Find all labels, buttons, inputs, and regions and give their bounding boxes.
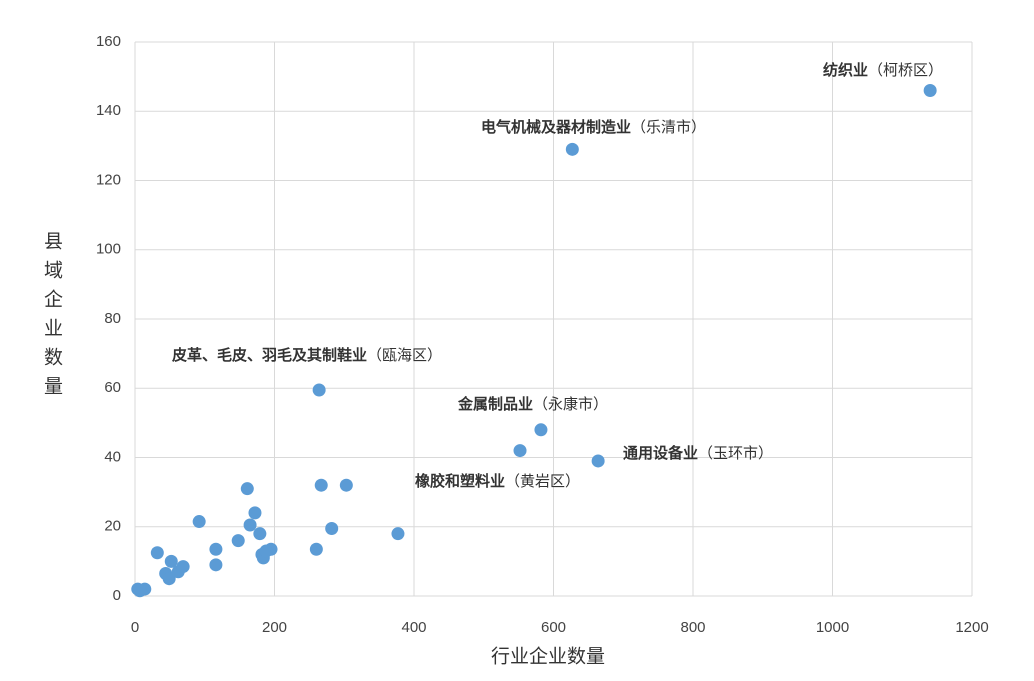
y-tick-label: 160: [96, 33, 121, 50]
annotation: 皮革、毛皮、羽毛及其制鞋业（瓯海区）: [172, 346, 442, 364]
point: [253, 527, 267, 541]
x-tick-label: 0: [131, 619, 139, 636]
point: [176, 560, 190, 574]
point: [591, 454, 605, 468]
point: [243, 518, 257, 532]
annotation-label: 橡胶和塑料业: [415, 472, 505, 490]
point: [240, 482, 254, 496]
point: [259, 544, 273, 558]
y-tick-label: 80: [104, 310, 121, 327]
point: [192, 515, 206, 529]
annotation: 金属制品业（永康市）: [457, 395, 608, 413]
point: [325, 521, 339, 535]
point: [150, 546, 164, 560]
x-tick-label: 600: [541, 619, 566, 636]
y-tick-label: 40: [104, 448, 121, 465]
annotation: 通用设备业（玉环市）: [623, 444, 773, 462]
y-tick-label: 20: [104, 518, 121, 535]
annotation-region: （瓯海区）: [367, 346, 442, 364]
point: [248, 506, 262, 520]
annotation-region: （永康市）: [533, 395, 608, 413]
point: [231, 534, 245, 548]
point: [391, 527, 405, 541]
annotation-region: （柯桥区）: [868, 61, 943, 79]
point: [133, 584, 147, 598]
point: [309, 542, 323, 556]
annotation-region: （乐清市）: [631, 118, 706, 136]
point: [339, 478, 353, 492]
point: [209, 558, 223, 572]
annotation-label: 皮革、毛皮、羽毛及其制鞋业: [172, 346, 367, 364]
annotation-region: （黄岩区）: [505, 472, 580, 490]
point: [312, 383, 326, 397]
point: [209, 542, 223, 556]
point: [565, 142, 579, 156]
annotation: 纺织业（柯桥区）: [823, 61, 943, 79]
y-tick-label: 140: [96, 102, 121, 119]
x-tick-label: 400: [401, 619, 426, 636]
y-tick-label: 60: [104, 379, 121, 396]
x-tick-label: 200: [262, 619, 287, 636]
annotation-label: 通用设备业: [623, 444, 698, 462]
x-tick-label: 1000: [816, 619, 849, 636]
point: [513, 444, 527, 458]
annotation-region: （玉环市）: [698, 444, 773, 462]
point: [923, 83, 937, 97]
annotation: 电气机械及器材制造业（乐清市）: [481, 118, 706, 136]
x-axis-label: 行业企业数量: [491, 646, 605, 668]
point: [164, 554, 178, 568]
annotation: 橡胶和塑料业（黄岩区）: [415, 472, 580, 490]
y-tick-label: 120: [96, 171, 121, 188]
annotation-label: 金属制品业: [457, 395, 533, 413]
point: [162, 572, 176, 586]
annotation-label: 电气机械及器材制造业: [481, 118, 631, 136]
y-tick-label: 100: [96, 241, 121, 258]
point: [314, 478, 328, 492]
y-axis-label: 县域企业数量: [41, 231, 63, 405]
x-tick-label: 800: [680, 619, 705, 636]
point: [534, 423, 548, 437]
annotation-label: 纺织业: [823, 61, 868, 79]
y-tick-label: 0: [113, 587, 121, 604]
x-tick-label: 1200: [955, 619, 988, 636]
